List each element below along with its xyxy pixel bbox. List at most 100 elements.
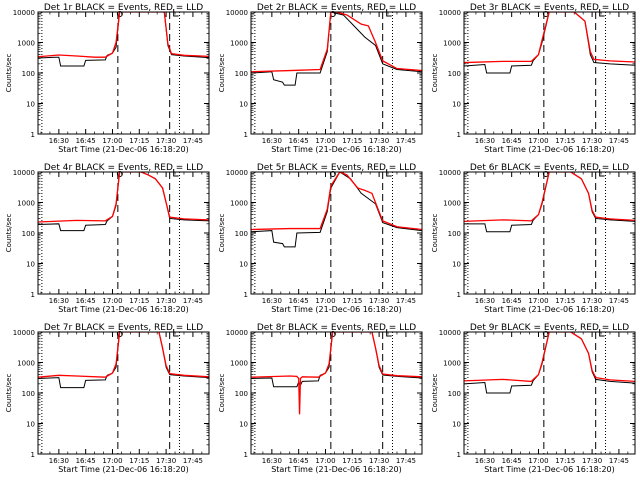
y-tick-label: 10 xyxy=(26,421,35,429)
plot-frame xyxy=(463,331,636,455)
end-marker-bracket xyxy=(386,9,392,17)
series-events-line xyxy=(38,12,209,67)
y-tick-label: 1 xyxy=(31,451,35,459)
x-tick-label: 17:15 xyxy=(129,457,149,465)
x-axis-label: Start Time (21-Dec-06 16:18:20) xyxy=(271,305,402,314)
y-tick-label: 100 xyxy=(235,390,248,398)
x-tick-label: 17:00 xyxy=(315,137,335,145)
y-axis-label: Counts/sec xyxy=(218,374,226,413)
plot-frame xyxy=(250,171,423,295)
series-lld-line xyxy=(464,12,635,64)
end-marker-bracket xyxy=(386,169,392,177)
x-tick-label: 17:00 xyxy=(102,297,122,305)
x-tick-label: 17:45 xyxy=(183,457,203,465)
x-tick-label: 17:30 xyxy=(369,137,389,145)
y-tick-label: 1000 xyxy=(230,360,248,368)
series-lld-line xyxy=(38,332,209,378)
x-tick-label: 17:45 xyxy=(609,457,629,465)
end-marker-bracket xyxy=(599,329,605,337)
end-marker-bracket xyxy=(599,169,605,177)
x-tick-label: 16:45 xyxy=(76,457,96,465)
y-tick-label: 100 xyxy=(235,70,248,78)
x-tick-label: 17:30 xyxy=(582,457,602,465)
y-tick-label: 100 xyxy=(22,70,35,78)
x-tick-label: 16:30 xyxy=(475,137,495,145)
y-tick-label: 1000 xyxy=(443,200,461,208)
x-tick-label: 16:45 xyxy=(502,297,522,305)
y-tick-label: 10 xyxy=(452,101,461,109)
plot-frame xyxy=(463,171,636,295)
panel-title: Det 1r BLACK = Events, RED = LLD xyxy=(44,3,203,13)
x-axis-label: Start Time (21-Dec-06 16:18:20) xyxy=(58,145,189,154)
y-tick-label: 1 xyxy=(244,131,248,139)
plot-frame xyxy=(250,331,423,455)
panel-det-3: Det 3r BLACK = Events, RED = LLD Counts/s… xyxy=(431,3,636,154)
x-tick-label: 17:30 xyxy=(582,137,602,145)
y-axis-label: Counts/sec xyxy=(218,214,226,253)
x-tick-label: 16:30 xyxy=(49,137,69,145)
x-tick-label: 16:45 xyxy=(289,297,309,305)
x-tick-label: 16:30 xyxy=(262,137,282,145)
series-events-line xyxy=(464,332,635,394)
y-axis-label: Counts/sec xyxy=(5,54,13,93)
y-tick-label: 100 xyxy=(22,230,35,238)
plot-frame xyxy=(37,11,210,135)
y-tick-label: 10 xyxy=(26,261,35,269)
panel-title: Det 3r BLACK = Events, RED = LLD xyxy=(470,3,629,13)
y-tick-label: 1 xyxy=(457,451,461,459)
series-lld-line xyxy=(251,172,422,231)
x-tick-label: 17:45 xyxy=(609,297,629,305)
y-tick-label: 10 xyxy=(452,421,461,429)
x-tick-label: 17:15 xyxy=(342,297,362,305)
y-tick-label: 1 xyxy=(244,451,248,459)
x-tick-label: 17:15 xyxy=(129,137,149,145)
x-tick-label: 16:45 xyxy=(76,137,96,145)
y-tick-label: 10000 xyxy=(439,169,461,177)
x-tick-label: 16:45 xyxy=(502,457,522,465)
series-lld-line xyxy=(251,332,422,415)
x-tick-label: 17:15 xyxy=(342,137,362,145)
x-axis-label: Start Time (21-Dec-06 16:18:20) xyxy=(271,145,402,154)
x-tick-label: 16:30 xyxy=(475,297,495,305)
x-tick-label: 17:15 xyxy=(342,457,362,465)
series-events-line xyxy=(38,332,209,389)
y-axis-label: Counts/sec xyxy=(218,54,226,93)
x-tick-label: 16:45 xyxy=(502,137,522,145)
y-axis-label: Counts/sec xyxy=(5,374,13,413)
x-tick-label: 17:00 xyxy=(315,297,335,305)
x-tick-label: 16:30 xyxy=(262,457,282,465)
x-axis-label: Start Time (21-Dec-06 16:18:20) xyxy=(58,305,189,314)
series-lld-line xyxy=(464,172,635,223)
x-axis-label: Start Time (21-Dec-06 16:18:20) xyxy=(484,465,615,474)
series-events-line xyxy=(251,12,422,86)
x-tick-label: 17:45 xyxy=(396,297,416,305)
series-events-line xyxy=(251,172,422,248)
panel-title: Det 9r BLACK = Events, RED = LLD xyxy=(470,323,629,333)
panel-title: Det 4r BLACK = Events, RED = LLD xyxy=(44,163,203,173)
y-tick-label: 10 xyxy=(452,261,461,269)
plot-frame xyxy=(463,11,636,135)
panel-title: Det 6r BLACK = Events, RED = LLD xyxy=(470,163,629,173)
x-tick-label: 17:00 xyxy=(528,297,548,305)
end-marker-bracket xyxy=(599,9,605,17)
x-tick-label: 16:30 xyxy=(49,457,69,465)
x-tick-label: 17:00 xyxy=(102,137,122,145)
x-tick-label: 17:00 xyxy=(528,457,548,465)
y-tick-label: 10000 xyxy=(226,9,248,17)
panel-det-1: Det 1r BLACK = Events, RED = LLD Counts/s… xyxy=(5,3,210,154)
x-axis-label: Start Time (21-Dec-06 16:18:20) xyxy=(484,305,615,314)
y-tick-label: 1000 xyxy=(443,360,461,368)
y-tick-label: 10000 xyxy=(439,9,461,17)
end-marker-bracket xyxy=(173,9,179,17)
x-tick-label: 17:00 xyxy=(102,457,122,465)
x-tick-label: 16:45 xyxy=(76,297,96,305)
panel-det-8: Det 8r BLACK = Events, RED = LLD Counts/s… xyxy=(218,323,423,474)
y-tick-label: 100 xyxy=(448,390,461,398)
y-tick-label: 1 xyxy=(244,291,248,299)
panel-title: Det 8r BLACK = Events, RED = LLD xyxy=(257,323,416,333)
panel-title: Det 7r BLACK = Events, RED = LLD xyxy=(44,323,203,333)
series-events-line xyxy=(38,172,209,232)
panel-det-2: Det 2r BLACK = Events, RED = LLD Counts/s… xyxy=(218,3,423,154)
x-tick-label: 17:45 xyxy=(609,137,629,145)
